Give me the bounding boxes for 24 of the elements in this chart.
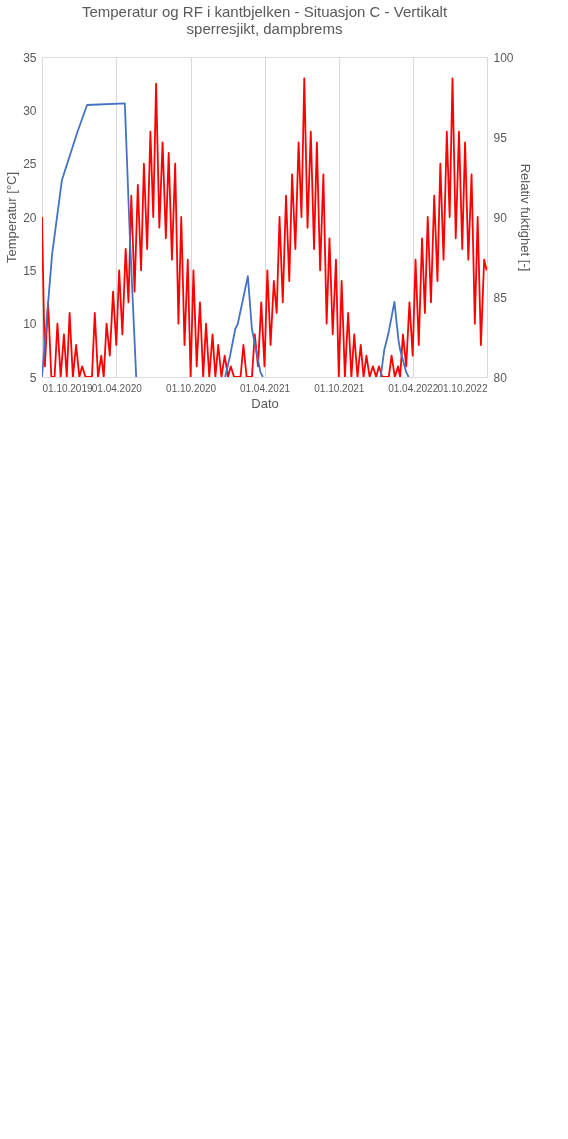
x-tick-label: 01.10.2020 [166, 382, 217, 394]
x-tick-label: 01.04.2020 [91, 382, 143, 394]
y2-tick-label: 95 [493, 130, 508, 145]
y-tick-label: 15 [23, 263, 37, 278]
y2-tick-label: 85 [493, 290, 508, 305]
chart-title: Temperatur og RF i kantbjelken - Situasjon C - Vertikalt sperresjikt, dampbrems [81, 3, 448, 37]
y-tick-label: 5 [29, 370, 37, 385]
y2-tick-label: 90 [493, 210, 508, 225]
y2-axis-title: Relativ fuktighet [-] [517, 163, 533, 272]
x-tick-label: 01.10.2019 [42, 382, 93, 394]
x-tick-label: 01.04.2021 [239, 382, 291, 394]
y-tick-label: 25 [23, 157, 37, 172]
y2-tick-label: 80 [493, 370, 508, 385]
x-tick-label: 01.04.2022 [388, 382, 439, 394]
y-axis-title: Temperatur [°C] [4, 171, 20, 264]
y-tick-label: 30 [23, 103, 37, 118]
line-series [42, 77, 487, 377]
y-tick-label: 20 [23, 210, 37, 225]
x-tick-label: 01.10.2022 [437, 382, 488, 394]
y-tick-label: 10 [23, 317, 37, 332]
y2-tick-label: 100 [493, 50, 514, 65]
y-tick-label: 35 [23, 50, 37, 65]
x-tick-label: 01.10.2021 [314, 382, 365, 394]
x-axis-title: Dato [251, 395, 279, 411]
